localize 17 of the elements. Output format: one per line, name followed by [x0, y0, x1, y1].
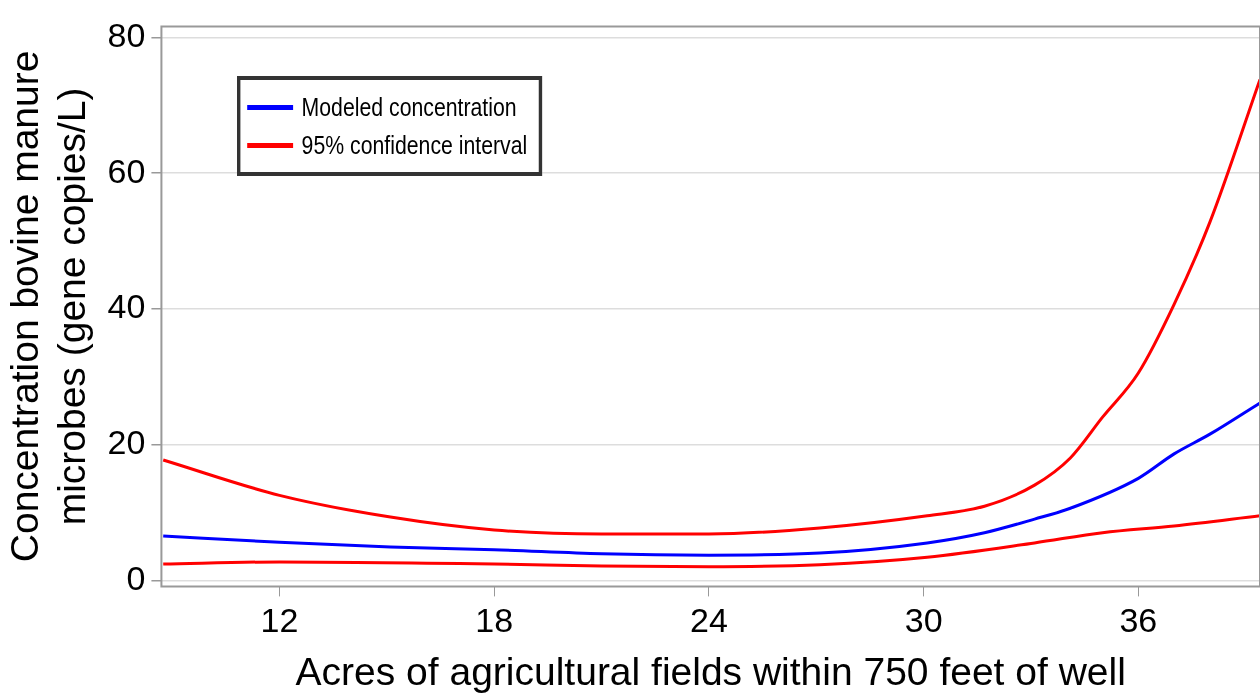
x-tick-label: 24: [690, 601, 728, 640]
x-tick-label: 36: [1119, 601, 1158, 640]
y-tick-label: 40: [107, 287, 146, 326]
x-tick-label: 18: [475, 601, 514, 640]
y-tick-label: 20: [107, 423, 146, 462]
y-tick-label: 0: [126, 559, 146, 598]
x-tick-label: 12: [260, 601, 299, 640]
legend-label: Modeled concentration: [302, 92, 518, 122]
line-series: [161, 514, 1260, 569]
x-axis-title: Acres of agricultural fields within 750 feet of well: [295, 650, 1126, 694]
y-tick-label: 80: [107, 15, 146, 54]
y-axis-title: Concentration bovine manure microbes (gene copies/L): [3, 50, 93, 563]
legend-label: 95% confidence interval: [302, 130, 528, 160]
line-series: [161, 401, 1260, 557]
line-series: [161, 77, 1260, 536]
x-tick-label: 30: [904, 601, 943, 640]
y-tick-label: 60: [107, 151, 146, 190]
